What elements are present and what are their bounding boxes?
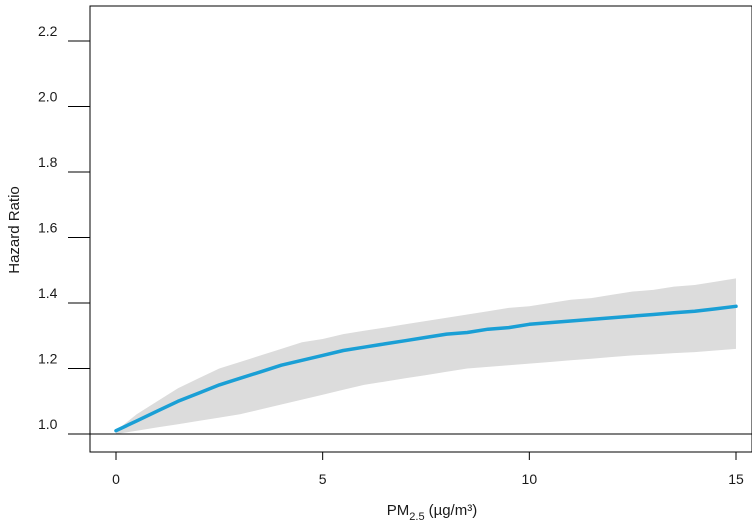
y-tick-label: 2.0 xyxy=(38,89,58,105)
y-tick-label: 1.0 xyxy=(38,416,58,432)
x-axis-title: PM2.5 (µg/m³) xyxy=(387,502,477,523)
y-tick-label: 1.2 xyxy=(38,351,58,367)
confidence-band xyxy=(116,278,736,434)
x-axis-title-main: PM xyxy=(387,502,410,519)
hazard-ratio-line xyxy=(114,304,738,433)
x-tick-label: 10 xyxy=(522,471,538,487)
plot-frame xyxy=(89,5,752,453)
y-tick-label: 1.4 xyxy=(38,285,58,301)
y-tick-label: 1.8 xyxy=(38,154,58,170)
y-axis: 1.0 1.2 1.4 1.6 1.8 2.0 2.2 xyxy=(38,23,90,435)
y-tick-label: 2.2 xyxy=(38,23,58,39)
y-tick-label: 1.6 xyxy=(38,220,58,236)
x-tick-label: 5 xyxy=(319,471,327,487)
y-axis-title: Hazard Ratio xyxy=(6,186,23,274)
x-axis-title-subscript: 2.5 xyxy=(409,511,424,523)
x-tick-label: 15 xyxy=(728,471,744,487)
x-axis: 0 5 10 15 xyxy=(112,452,744,487)
x-axis-title-unit: (µg/m³) xyxy=(429,502,478,519)
x-tick-label: 0 xyxy=(112,471,120,487)
